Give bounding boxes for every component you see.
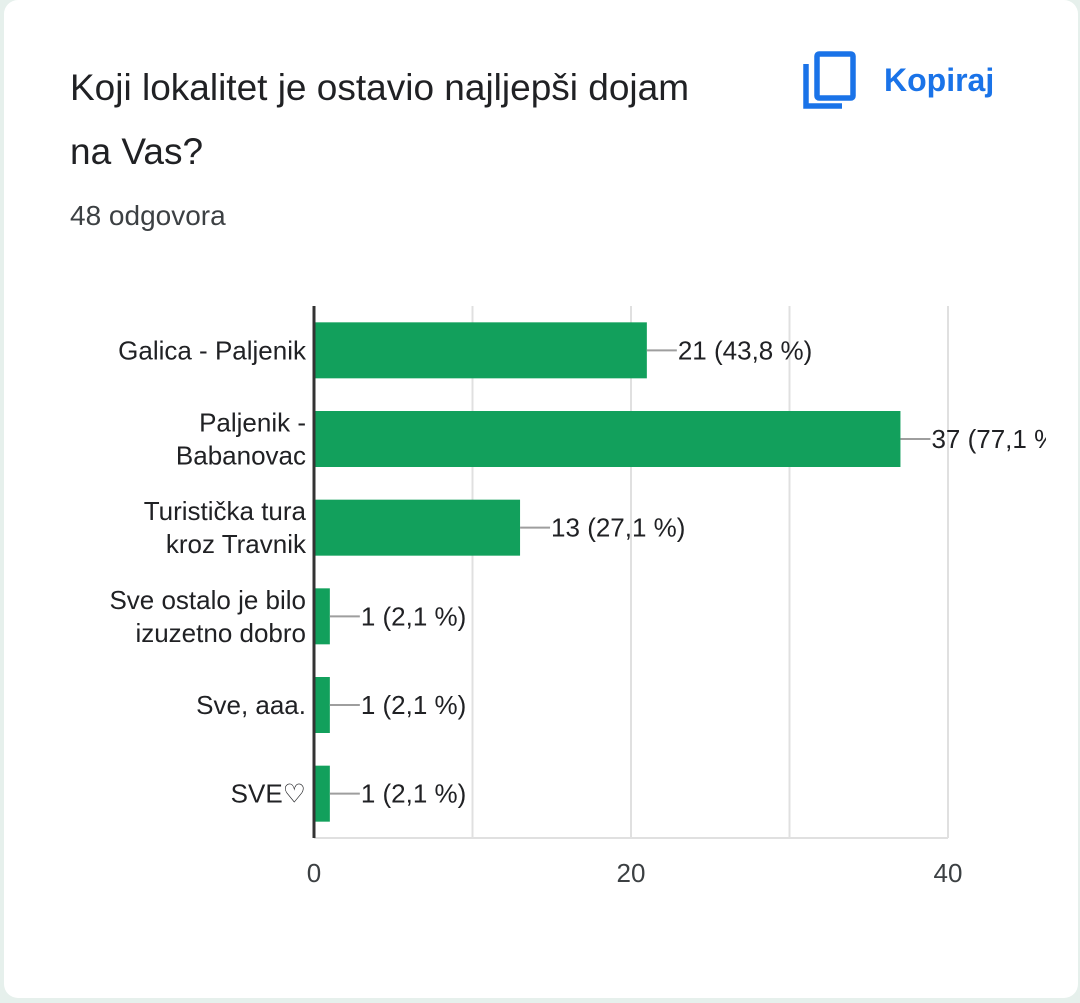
question-card: Koji lokalitet je ostavio najljepši doja… <box>4 0 1078 998</box>
data-label: 37 (77,1 %) <box>931 424 1065 454</box>
bar <box>314 499 521 556</box>
category-label: Paljenik - <box>199 408 306 438</box>
category-label: SVE♡ <box>231 779 306 809</box>
bars-group: 21 (43,8 %) 37 (77,1 %) 13 (27,1 %) 1 (2,1 … <box>314 322 1065 822</box>
x-tick-label: 20 <box>617 858 646 888</box>
bar <box>314 677 330 733</box>
data-label: 21 (43,8 %) <box>678 335 812 365</box>
category-label: Sve ostalo je bilo <box>109 585 306 615</box>
copy-button-label: Kopiraj <box>884 61 995 98</box>
data-label: 1 (2,1 %) <box>361 601 467 631</box>
copy-button[interactable]: Kopiraj <box>802 46 994 114</box>
category-label: Turistička tura <box>144 496 307 526</box>
category-label: Babanovac <box>176 441 306 471</box>
bar <box>314 588 330 645</box>
category-label: Sve, aaa. <box>196 690 306 720</box>
question-title: Koji lokalitet je ostavio najljepši doja… <box>70 67 690 172</box>
data-label: 13 (27,1 %) <box>551 513 685 543</box>
category-label: izuzetno dobro <box>135 618 306 648</box>
x-tick-label: 0 <box>307 858 321 888</box>
category-label: kroz Travnik <box>166 529 307 559</box>
bar <box>314 322 647 379</box>
response-count: 48 odgovora <box>70 200 226 231</box>
copy-icon <box>802 50 858 110</box>
data-label: 1 (2,1 %) <box>361 779 467 809</box>
x-tick-label: 40 <box>934 858 963 888</box>
category-label: Galica - Paljenik <box>118 335 307 365</box>
bar <box>314 411 901 467</box>
data-label: 1 (2,1 %) <box>361 690 467 720</box>
bar <box>314 765 330 822</box>
